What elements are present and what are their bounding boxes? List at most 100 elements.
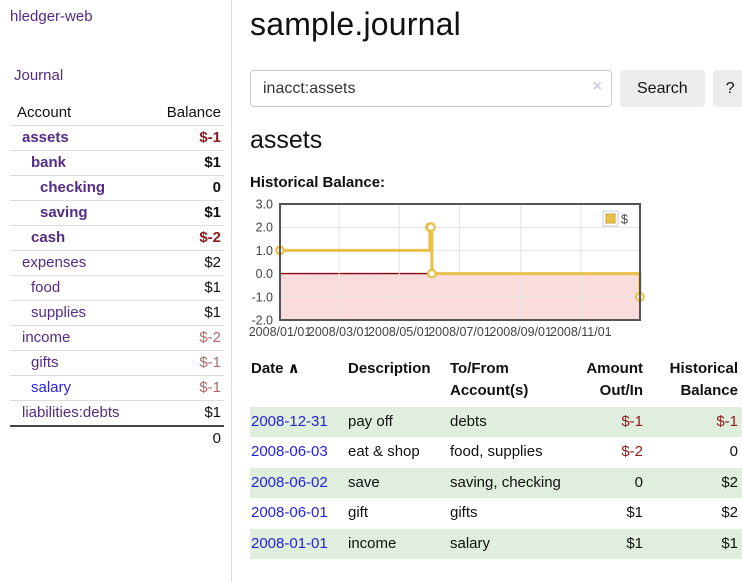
account-row: cash $-2: [10, 225, 224, 250]
account-balance: $-2: [199, 329, 221, 346]
transaction-description: pay off: [348, 412, 393, 430]
transaction-description: save: [348, 473, 380, 491]
clear-search-icon[interactable]: ×: [592, 78, 602, 95]
svg-text:2008/01/01: 2008/01/01: [249, 325, 312, 339]
main-content: sample.journal × Search ? assets Histori…: [232, 0, 742, 582]
account-link[interactable]: income: [22, 329, 71, 346]
account-row: expenses $2: [10, 250, 224, 275]
account-row: saving $1: [10, 200, 224, 225]
svg-text:2008/09/01: 2008/09/01: [489, 325, 552, 339]
historical-balance-chart: 3.0 2.0 1.0 0.0 -1.0 -2.02008/01/012008/03/01…: [249, 198, 645, 339]
transaction-description: income: [348, 534, 397, 552]
sidebar-item-journal[interactable]: Journal: [14, 67, 64, 84]
account-balance: $1: [204, 404, 221, 421]
account-link[interactable]: food: [31, 279, 61, 296]
account-balance: $-2: [199, 229, 221, 246]
register-column-header: Description: [348, 360, 431, 377]
account-row: checking 0: [10, 175, 224, 200]
account-balance: $1: [204, 204, 221, 221]
svg-text:2.0: 2.0: [256, 221, 273, 235]
account-balance: $1: [204, 304, 221, 321]
account-balance: $1: [204, 279, 221, 296]
chart-title: Historical Balance:: [250, 174, 386, 191]
account-link[interactable]: bank: [31, 154, 67, 171]
sidebar: hledger-web Journal Account Balance asse…: [0, 0, 232, 582]
transaction-accounts: debts: [450, 412, 487, 430]
account-row: supplies $1: [10, 300, 224, 325]
account-link[interactable]: assets: [22, 129, 69, 146]
account-link[interactable]: checking: [40, 179, 106, 196]
svg-text:2008/07/01: 2008/07/01: [428, 325, 491, 339]
svg-text:2008/03/01: 2008/03/01: [308, 325, 371, 339]
svg-text:1.0: 1.0: [256, 244, 273, 258]
transaction-balance: $-1: [716, 412, 738, 430]
balance-column-header: Balance: [166, 104, 221, 121]
account-row: food $1: [10, 275, 224, 300]
register-column-header: To/From Account(s): [450, 360, 529, 399]
accounts-list: assets $-1 bank $1 checking 0 saving $1 cash $-2 e…: [10, 125, 224, 425]
transaction-accounts: gifts: [450, 504, 478, 521]
transaction-date-link[interactable]: 2008-12-31: [251, 412, 328, 430]
svg-text:0.0: 0.0: [256, 267, 273, 281]
transaction-amount: 0: [634, 473, 643, 491]
register-column-header: Amount Out/In: [586, 360, 643, 399]
transaction-amount: $-1: [621, 412, 643, 430]
page-title: sample.journal: [250, 6, 461, 42]
transaction-balance: $1: [721, 534, 738, 552]
account-row: assets $-1: [10, 125, 224, 150]
account-balance: $-1: [199, 129, 221, 146]
transaction-description: eat & shop: [348, 443, 420, 460]
svg-text:2008/11/01: 2008/11/01: [550, 325, 612, 339]
transaction-date-link[interactable]: 2008-06-03: [251, 443, 328, 460]
transaction-row: 2008-06-01 gift gifts $1 $2: [250, 498, 742, 529]
sort-ascending-icon: ∧: [283, 360, 300, 377]
account-link[interactable]: gifts: [31, 354, 59, 371]
account-link[interactable]: cash: [31, 229, 66, 246]
account-heading: assets: [250, 126, 323, 154]
data-point-marker: [426, 222, 436, 233]
app-title-link[interactable]: hledger-web: [10, 8, 93, 25]
account-balance: 0: [212, 179, 221, 196]
transaction-row: 2008-01-01 income salary $1 $1: [250, 528, 742, 559]
transaction-date-link[interactable]: 2008-06-01: [251, 504, 328, 521]
search-form: × Search ?: [250, 70, 742, 107]
transaction-row: 2008-12-31 pay off debts $-1 $-1: [250, 406, 742, 437]
account-balance: $-1: [199, 379, 221, 396]
account-row: bank $1: [10, 150, 224, 175]
transaction-balance: $2: [721, 504, 738, 521]
account-link[interactable]: supplies: [31, 304, 87, 321]
account-balance: $-1: [199, 354, 221, 371]
account-row: salary $-1: [10, 375, 224, 400]
transaction-balance: $2: [721, 473, 738, 491]
account-balance: $1: [204, 154, 221, 171]
account-link[interactable]: salary: [31, 379, 72, 396]
account-balance: $2: [204, 254, 221, 271]
account-link[interactable]: expenses: [22, 254, 87, 271]
search-button[interactable]: Search: [620, 70, 705, 107]
account-link[interactable]: saving: [40, 204, 88, 221]
register-column-header[interactable]: Date ∧: [251, 360, 300, 377]
account-link[interactable]: liabilities:debts: [22, 404, 120, 421]
register-column-header: Historical Balance: [669, 360, 738, 399]
help-button[interactable]: ?: [712, 70, 742, 107]
accounts-table-header: Account Balance: [10, 101, 224, 125]
svg-text:-2.0: -2.0: [251, 314, 273, 328]
transaction-amount: $-2: [621, 443, 643, 460]
accounts-total: 0: [10, 425, 224, 450]
transaction-date-link[interactable]: 2008-06-02: [251, 473, 328, 491]
register-table-header: Date ∧ Description To/From Account(s) Amoun…: [250, 355, 742, 407]
data-point-marker: [426, 268, 437, 279]
transaction-accounts: salary: [450, 534, 491, 552]
transaction-description: gift: [348, 504, 369, 521]
account-row: liabilities:debts $1: [10, 400, 224, 425]
search-input[interactable]: [250, 70, 612, 107]
account-row: gifts $-1: [10, 350, 224, 375]
search-input-wrapper: ×: [250, 70, 612, 107]
transaction-amount: $1: [626, 504, 643, 521]
account-row: income $-2: [10, 325, 224, 350]
svg-text:-1.0: -1.0: [251, 290, 273, 304]
transaction-accounts: saving, checking: [450, 473, 561, 491]
transaction-row: 2008-06-03 eat & shop food, supplies $-2 0: [250, 437, 742, 468]
transaction-date-link[interactable]: 2008-01-01: [251, 534, 328, 552]
transaction-balance: 0: [729, 443, 738, 460]
